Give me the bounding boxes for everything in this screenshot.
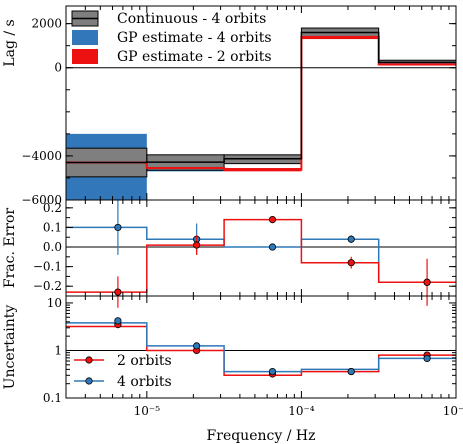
uncertainty-panel: 10⁻⁵ 10⁻⁴ 10⁻³ 10 1 0.1 Uncertainty Frequency /… — [2, 295, 463, 444]
legend-label: GP estimate - 2 orbits — [117, 49, 272, 65]
x-tick-label: 10⁻³ — [443, 404, 463, 418]
y-tick-label: 0.2 — [43, 201, 62, 215]
legend-marker — [85, 377, 93, 385]
data-point — [114, 223, 122, 232]
x-tick-label: 10⁻⁴ — [288, 404, 315, 418]
y-tick-label: −6000 — [21, 193, 62, 207]
y-tick-label: −0.1 — [33, 260, 62, 274]
data-point — [347, 235, 355, 243]
legend: Continuous - 4 orbits GP estimate - 4 orb… — [71, 10, 272, 65]
panel-frame — [65, 295, 457, 399]
y-tick-label: −0.2 — [33, 279, 62, 293]
data-point — [114, 317, 122, 325]
series-line — [66, 31, 456, 164]
y-tick-label: 0.1 — [43, 391, 62, 405]
data-point — [268, 215, 277, 224]
data-point — [193, 241, 201, 249]
data-point — [114, 288, 122, 296]
y-axis-label: Lag / s — [2, 19, 18, 66]
x-axis-label: Frequency / Hz — [207, 428, 316, 444]
data-point — [423, 278, 431, 286]
data-point — [193, 342, 201, 350]
data-point — [268, 367, 277, 376]
fractional-error-panel: 0.2 0.1 0.0 −0.1 −0.2 Frac. Error — [2, 199, 457, 308]
lag-panel: 2000 0 −4000 −6000 Lag / s Continuous - 4 orb… — [2, 5, 457, 207]
legend: 2 orbits 4 orbits — [74, 353, 172, 390]
legend-marker — [85, 356, 93, 364]
y-tick-label: 10 — [47, 296, 62, 310]
y-tick-label: 1 — [54, 343, 62, 357]
legend-label: 2 orbits — [117, 353, 172, 369]
series-line — [66, 218, 456, 293]
legend-label: Continuous - 4 orbits — [117, 11, 266, 27]
legend-label: GP estimate - 4 orbits — [117, 30, 272, 46]
y-tick-label: −4000 — [21, 149, 62, 163]
y-axis-label: Uncertainty — [2, 305, 18, 390]
y-tick-label: 2000 — [31, 17, 62, 31]
data-point — [347, 367, 355, 376]
legend-label: 4 orbits — [117, 374, 172, 390]
data-point — [347, 259, 355, 267]
y-tick-label: 0.1 — [43, 220, 62, 234]
y-tick-label: 0.0 — [43, 240, 62, 254]
data-point — [423, 354, 431, 363]
data-point — [268, 243, 277, 251]
series-line — [66, 226, 456, 284]
x-tick-label: 10⁻⁵ — [134, 404, 161, 418]
y-axis-label: Frac. Error — [2, 208, 18, 289]
y-tick-label: 0 — [54, 61, 62, 75]
series-line — [66, 322, 456, 373]
